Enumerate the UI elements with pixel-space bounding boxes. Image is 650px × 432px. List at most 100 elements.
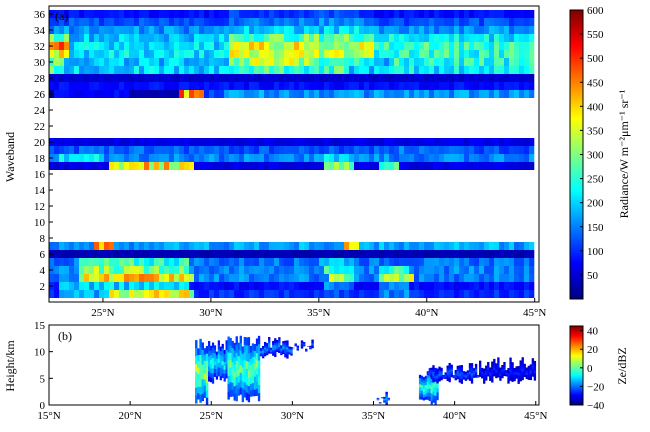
radiance-cell-band-32 [74, 42, 80, 50]
radiance-cell-band-27 [484, 82, 490, 90]
radiance-cell-band-35 [69, 18, 75, 26]
radiance-cell-band-19 [409, 146, 415, 154]
reflectivity-cell [442, 375, 445, 377]
radiance-cell-band-1 [184, 290, 190, 298]
reflectivity-cell [487, 361, 490, 365]
reflectivity-cell [253, 356, 257, 364]
radiance-cell-band-30 [294, 58, 300, 66]
radiance-cell-band-17 [409, 162, 415, 170]
radiance-cell-band-3 [104, 274, 110, 282]
reflectivity-cell [247, 385, 251, 395]
radiance-cell-band-34 [279, 26, 285, 34]
reflectivity-cell [507, 369, 510, 373]
radiance-cell-band-36 [159, 10, 165, 18]
radiance-cell-band-20 [144, 138, 150, 146]
radiance-cell-band-7 [284, 242, 290, 250]
radiance-cell-band-17 [414, 162, 420, 170]
radiance-cell-band-30 [119, 58, 125, 66]
reflectivity-cell [432, 394, 435, 399]
reflectivity-cell [229, 345, 232, 353]
reflectivity-cell [430, 368, 433, 371]
radiance-cell-band-28 [409, 74, 415, 82]
radiance-cell-band-26 [449, 90, 455, 98]
reflectivity-cell [274, 342, 277, 346]
reflectivity-cell [300, 342, 304, 344]
radiance-cell-band-20 [399, 138, 405, 146]
reflectivity-cell [272, 348, 275, 351]
reflectivity-cell [464, 373, 468, 376]
reflectivity-cell [302, 344, 306, 345]
radiance-cell-band-4 [354, 266, 360, 274]
radiance-cell-band-32 [369, 42, 375, 50]
reflectivity-cell [446, 376, 449, 380]
reflectivity-cell [454, 378, 457, 381]
radiance-cell-band-33 [364, 34, 370, 42]
reflectivity-cell [247, 337, 251, 346]
radiance-cell-band-35 [159, 18, 165, 26]
reflectivity-cell [276, 347, 279, 350]
radiance-cell-band-1 [494, 290, 500, 298]
radiance-cell-band-17 [439, 162, 445, 170]
reflectivity-cell [446, 375, 449, 378]
radiance-cell-band-2 [329, 282, 335, 290]
reflectivity-cell [460, 371, 464, 375]
radiance-cell-band-29 [449, 66, 455, 74]
radiance-cell-band-31 [409, 50, 415, 58]
reflectivity-cell [499, 378, 502, 381]
reflectivity-cell [266, 343, 269, 345]
radiance-cell-band-29 [54, 66, 60, 74]
radiance-cell-band-1 [169, 290, 175, 298]
radiance-cell-band-3 [249, 274, 255, 282]
radiance-cell-band-6 [439, 250, 445, 258]
radiance-cell-band-19 [274, 146, 280, 154]
radiance-cell-band-4 [179, 266, 185, 274]
radiance-cell-band-7 [104, 242, 110, 250]
radiance-cell-band-30 [244, 58, 250, 66]
y-tick-label-36: 36 [34, 9, 46, 21]
radiance-cell-band-30 [469, 58, 475, 66]
radiance-cell-band-36 [409, 10, 415, 18]
reflectivity-cell [499, 372, 502, 375]
radiance-cell-band-29 [454, 66, 460, 74]
radiance-cell-band-35 [114, 18, 120, 26]
radiance-cell-band-20 [244, 138, 250, 146]
reflectivity-cell [483, 375, 486, 379]
radiance-cell-band-5 [214, 258, 220, 266]
radiance-cell-band-35 [234, 18, 240, 26]
radiance-cell-band-4 [479, 266, 485, 274]
reflectivity-cell [444, 373, 447, 376]
reflectivity-cell [523, 363, 526, 366]
reflectivity-cell [450, 370, 453, 373]
radiance-cell-band-19 [219, 146, 225, 154]
reflectivity-cell [446, 371, 449, 374]
radiance-cell-band-3 [184, 274, 190, 282]
radiance-cell-band-26 [474, 90, 480, 98]
reflectivity-cell [434, 376, 437, 379]
radiance-cell-band-32 [94, 42, 100, 50]
radiance-cell-band-36 [369, 10, 375, 18]
reflectivity-cell [466, 370, 470, 372]
reflectivity-cell [501, 365, 504, 367]
radiance-cell-band-30 [299, 58, 305, 66]
radiance-cell-band-6 [504, 250, 510, 258]
reflectivity-cell [229, 389, 232, 397]
radiance-cell-band-17 [174, 162, 180, 170]
radiance-cell-band-20 [179, 138, 185, 146]
reflectivity-cell [215, 361, 219, 366]
reflectivity-cell [249, 352, 253, 359]
radiance-cell-band-20 [149, 138, 155, 146]
radiance-cell-band-3 [239, 274, 245, 282]
reflectivity-cell [231, 340, 234, 349]
radiance-cell-band-34 [404, 26, 410, 34]
radiance-cell-band-20 [439, 138, 445, 146]
reflectivity-cell [525, 368, 528, 371]
radiance-cell-band-18 [139, 154, 145, 162]
radiance-cell-band-20 [239, 138, 245, 146]
b-colorbar-tick-label: −20 [587, 381, 605, 393]
reflectivity-cell [517, 368, 520, 371]
radiance-cell-band-33 [394, 34, 400, 42]
reflectivity-cell [458, 373, 462, 377]
radiance-cell-band-18 [439, 154, 445, 162]
radiance-cell-band-31 [124, 50, 130, 58]
reflectivity-cell [456, 377, 459, 380]
